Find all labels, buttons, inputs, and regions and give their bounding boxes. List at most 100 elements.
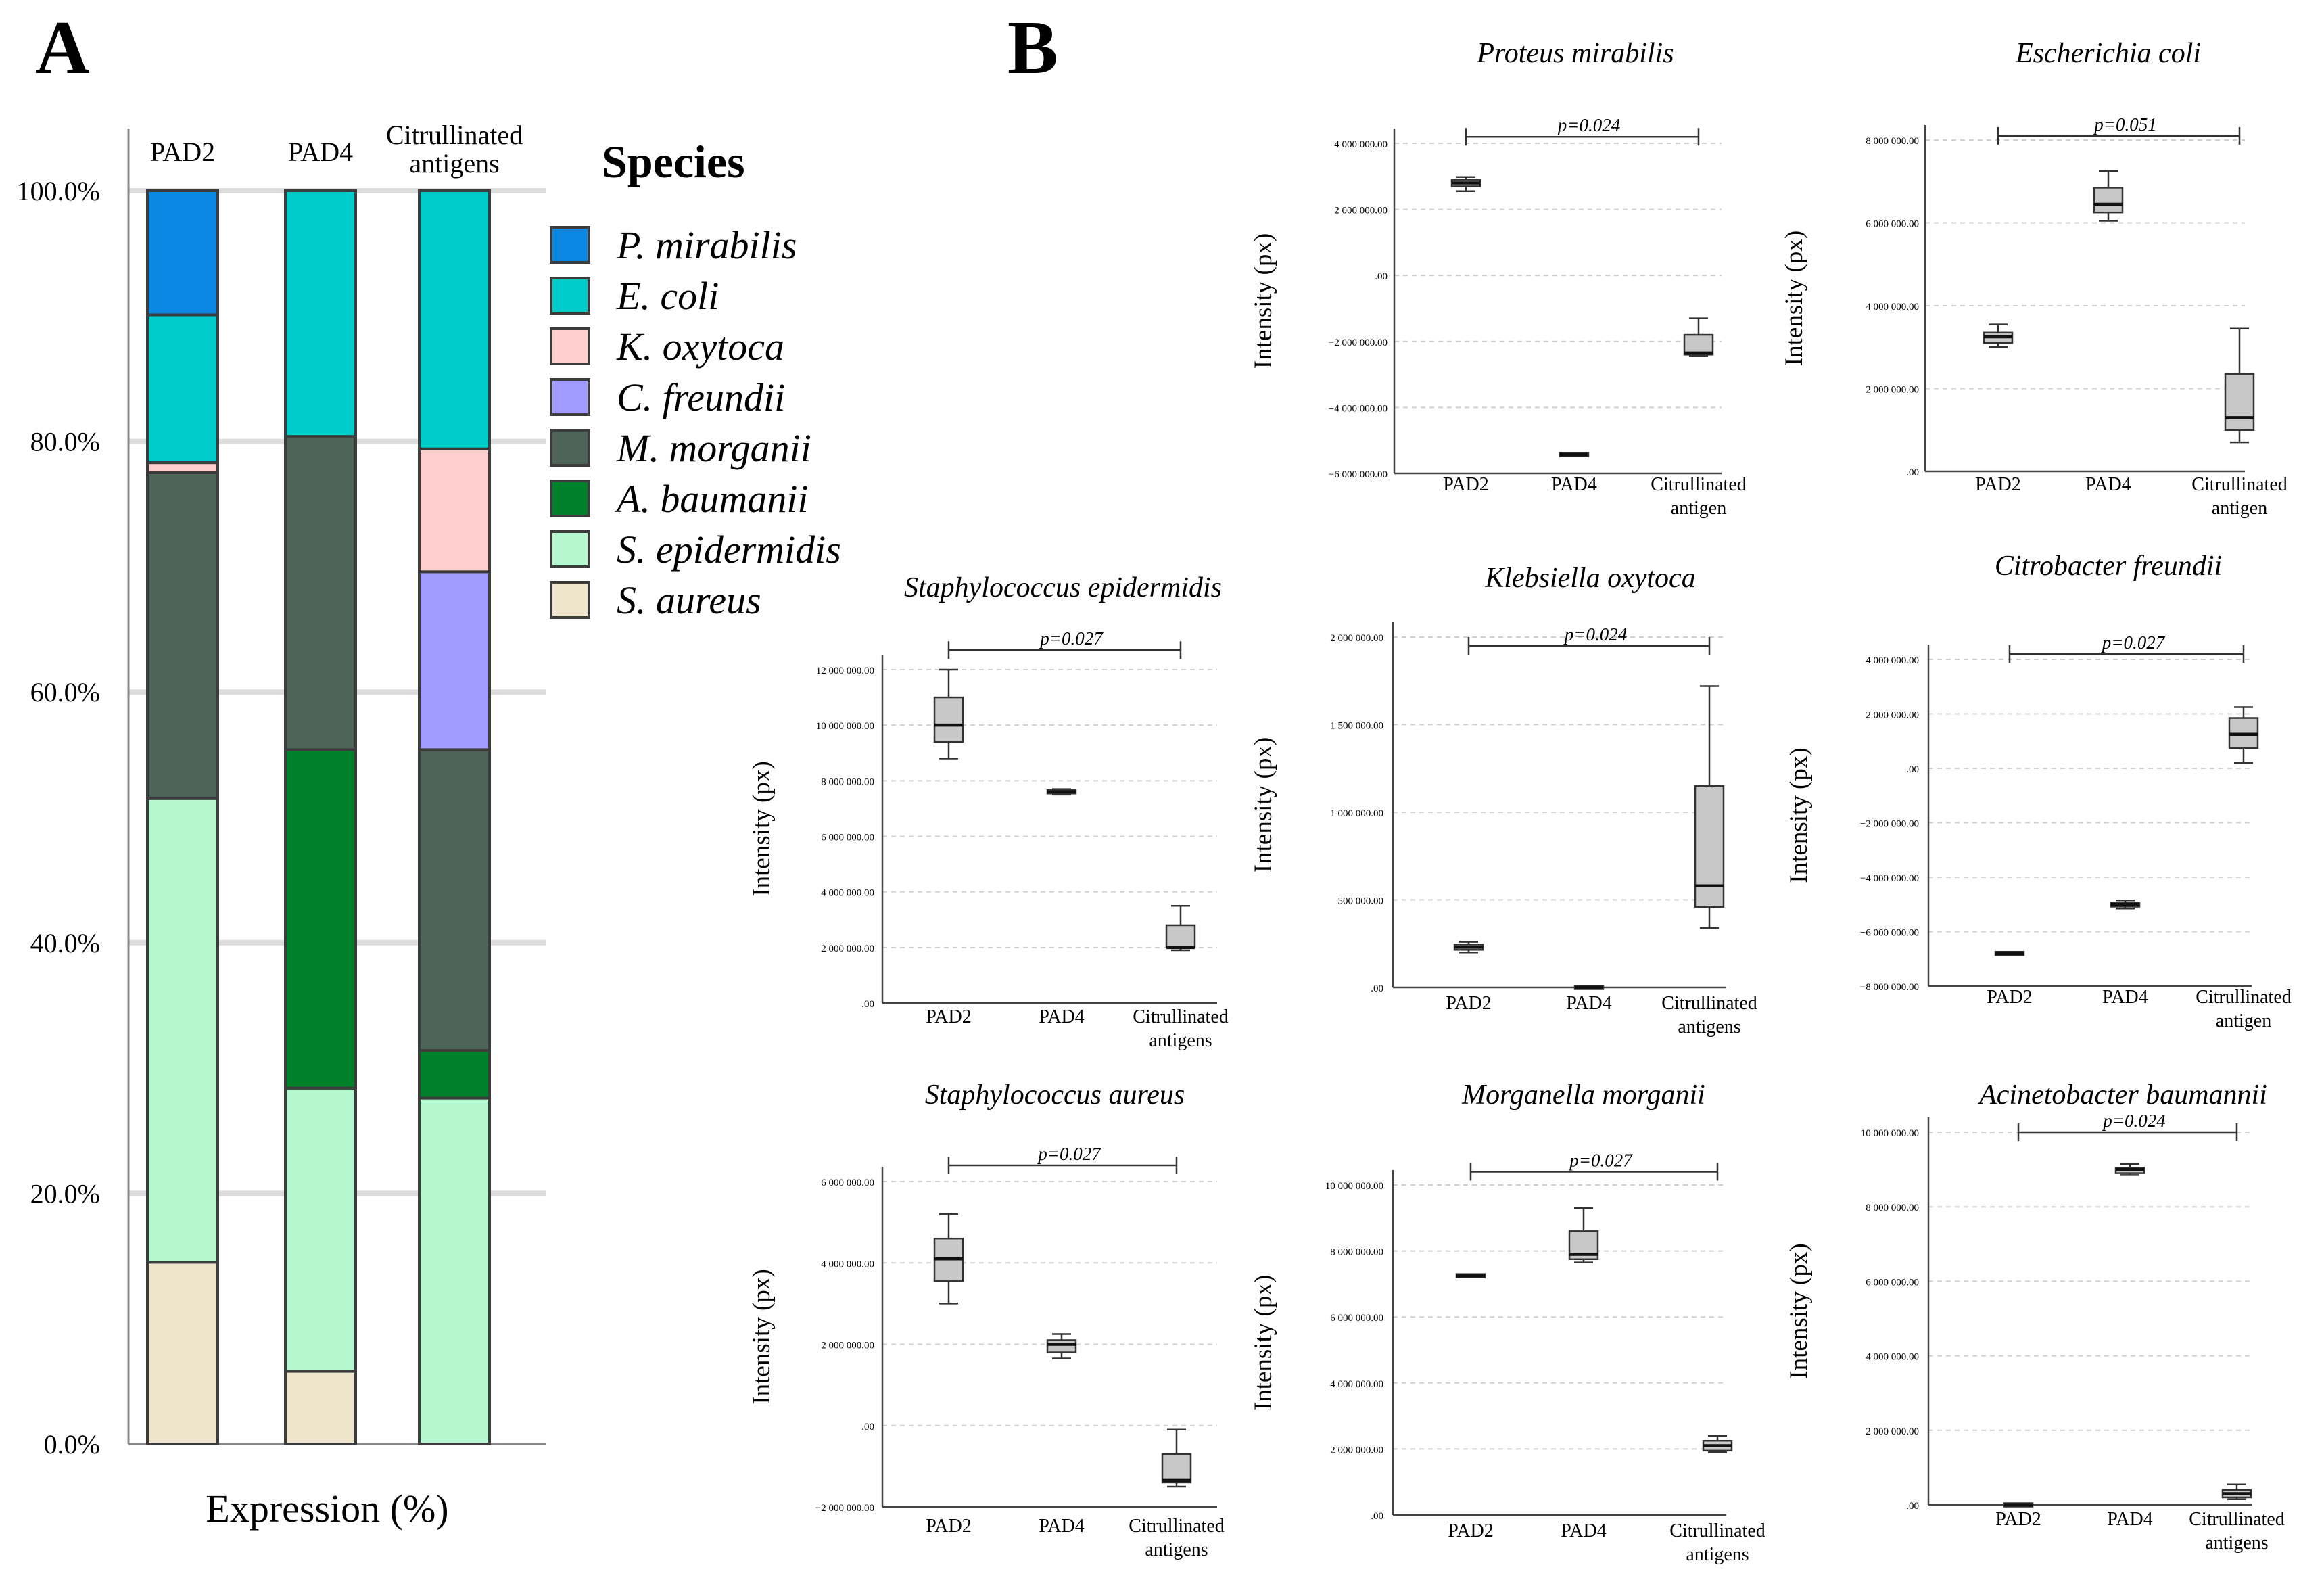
category-label: Citrullinated	[1651, 474, 1747, 495]
p-value-label: p=0.027	[2101, 632, 2166, 653]
bar-segment	[284, 748, 357, 1090]
x-axis-label: Expression (%)	[206, 1487, 448, 1531]
box	[1694, 785, 1725, 908]
y-tick-label: 6 000 000.00	[1330, 1313, 1383, 1324]
y-tick-label: −6 000 000.00	[1860, 928, 1919, 939]
y-tick-label: 8 000 000.00	[1866, 136, 1919, 147]
y-axis-label: Intensity (px)	[748, 1269, 776, 1404]
category-label: PAD4	[288, 137, 353, 167]
legend-entry: E. coli	[616, 274, 719, 318]
y-tick-label: 4 000 000.00	[821, 1259, 874, 1269]
legend-entry: C. freundii	[617, 375, 785, 419]
y-axis-label: Intensity (px)	[1250, 737, 1277, 872]
bar-segment	[418, 748, 491, 1052]
chart-title: Acinetobacter baumannii	[1977, 1079, 2267, 1111]
bar-segment	[284, 1370, 357, 1445]
bar-segment	[418, 1096, 491, 1446]
chart-title: Escherichia coli	[2015, 38, 2201, 69]
category-label: antigens	[2205, 1533, 2268, 1554]
legend-entry: S. aureus	[617, 578, 761, 622]
legend-title: Species	[602, 136, 745, 187]
legend-entry: S. epidermidis	[617, 528, 841, 572]
bar-segment	[284, 189, 357, 438]
chart-title: Citrobacter freundii	[1995, 551, 2222, 582]
category-label: antigen	[1671, 498, 1726, 519]
bar-segment	[146, 189, 219, 317]
y-tick-label: −8 000 000.00	[1860, 982, 1919, 993]
category-label: PAD4	[1039, 1516, 1084, 1537]
box	[1683, 333, 1714, 356]
legend-swatch	[550, 530, 590, 568]
category-label: PAD2	[1987, 987, 2032, 1008]
legend-entry: A. baumanii	[614, 477, 809, 521]
category-label: PAD4	[1561, 1520, 1606, 1541]
y-tick-label: .00	[1371, 1511, 1383, 1522]
bar-segment	[418, 447, 491, 574]
y-tick-label: 10 000 000.00	[1325, 1181, 1383, 1192]
y-tick-label: .00	[1375, 271, 1388, 282]
y-tick-label: 10 000 000.00	[816, 721, 874, 732]
legend-swatch	[550, 429, 590, 467]
box	[2224, 373, 2255, 431]
legend-swatch	[550, 378, 590, 416]
category-label: Citrullinated	[1661, 993, 1757, 1014]
y-tick-label: 100.0%	[17, 176, 100, 206]
y-tick-label: 12 000 000.00	[816, 666, 874, 676]
y-tick-label: 8 000 000.00	[821, 776, 874, 787]
category-label: Citrullinated	[2191, 474, 2287, 495]
y-axis-label: Intensity (px)	[1785, 1243, 1813, 1378]
category-label: Citrullinated	[2196, 987, 2292, 1008]
y-axis-label: Intensity (px)	[1250, 1275, 1277, 1410]
category-label: antigen	[2216, 1010, 2271, 1031]
chart-title: Staphylococcus epidermidis	[904, 572, 1222, 603]
p-value-label: p=0.024	[2102, 1111, 2165, 1131]
p-value-label: p=0.027	[1039, 628, 1104, 649]
y-tick-label: 0.0%	[44, 1429, 100, 1460]
y-tick-label: 80.0%	[30, 427, 100, 457]
legend-swatch	[550, 327, 590, 365]
y-tick-label: 20.0%	[30, 1178, 100, 1209]
category-label: antigen	[2212, 498, 2267, 519]
category-label: PAD4	[1551, 474, 1596, 495]
category-label: PAD4	[1039, 1006, 1084, 1027]
p-value-label: p=0.027	[1037, 1144, 1101, 1164]
bar-segment	[146, 1261, 219, 1445]
legend-entry: P. mirabilis	[616, 223, 797, 267]
category-label: PAD2	[1975, 474, 2020, 495]
legend-entry: K. oxytoca	[616, 325, 784, 369]
y-tick-label: −6 000 000.00	[1329, 469, 1388, 480]
chart-title: Proteus mirabilis	[1476, 38, 1674, 69]
y-tick-label: .00	[861, 1422, 874, 1432]
y-tick-label: −4 000 000.00	[1860, 873, 1919, 884]
stacked-bar-chart: 0.0% 20.0% 40.0% 60.0% 80.0% 100.0% PAD2 PAD4 Ci…	[17, 120, 841, 1531]
bar-segment	[146, 313, 219, 465]
chart-title: Morganella morganii	[1461, 1079, 1705, 1111]
bar-segment	[418, 189, 491, 450]
y-tick-label: 1 500 000.00	[1330, 721, 1383, 732]
category-label: PAD2	[1443, 474, 1488, 495]
category-label: PAD4	[1566, 993, 1611, 1014]
category-label: PAD2	[1446, 993, 1491, 1014]
y-tick-label: −2 000 000.00	[815, 1503, 874, 1514]
p-value-label: p=0.027	[1568, 1150, 1633, 1170]
box	[1165, 924, 1196, 949]
legend-swatch	[550, 277, 590, 315]
y-tick-label: 2 000 000.00	[1866, 1426, 1919, 1437]
box-plot-kleb: Klebsiella oxytoca Intensity (px) .00 500 0…	[1250, 563, 1757, 1038]
y-tick-label: 2 000 000.00	[1334, 206, 1388, 216]
box-plot-citro: Citrobacter freundii Intensity (px) −8 000…	[1785, 551, 2292, 1031]
p-value-label: p=0.051	[2093, 114, 2156, 135]
bar-segment	[418, 1049, 491, 1100]
y-tick-label: 4 000 000.00	[821, 888, 874, 899]
panel-label-a: A	[35, 6, 90, 90]
p-value-label: p=0.024	[1563, 624, 1627, 645]
y-tick-label: 8 000 000.00	[1330, 1247, 1383, 1258]
box-plot-sepi: Staphylococcus epidermidis Intensity (px)…	[748, 572, 1229, 1051]
category-label: antigens	[409, 148, 499, 179]
box-plot-saureus: Staphylococcus aureus Intensity (px) −2 00…	[748, 1079, 1225, 1560]
box	[2093, 187, 2124, 214]
y-tick-label: 2 000 000.00	[1866, 710, 1919, 721]
box-plot-grid: Proteus mirabilis Intensity (px) −6 000 00…	[748, 38, 2292, 1565]
category-label: Citrullinated	[1669, 1520, 1765, 1541]
category-label: Citrullinated	[2189, 1509, 2285, 1530]
